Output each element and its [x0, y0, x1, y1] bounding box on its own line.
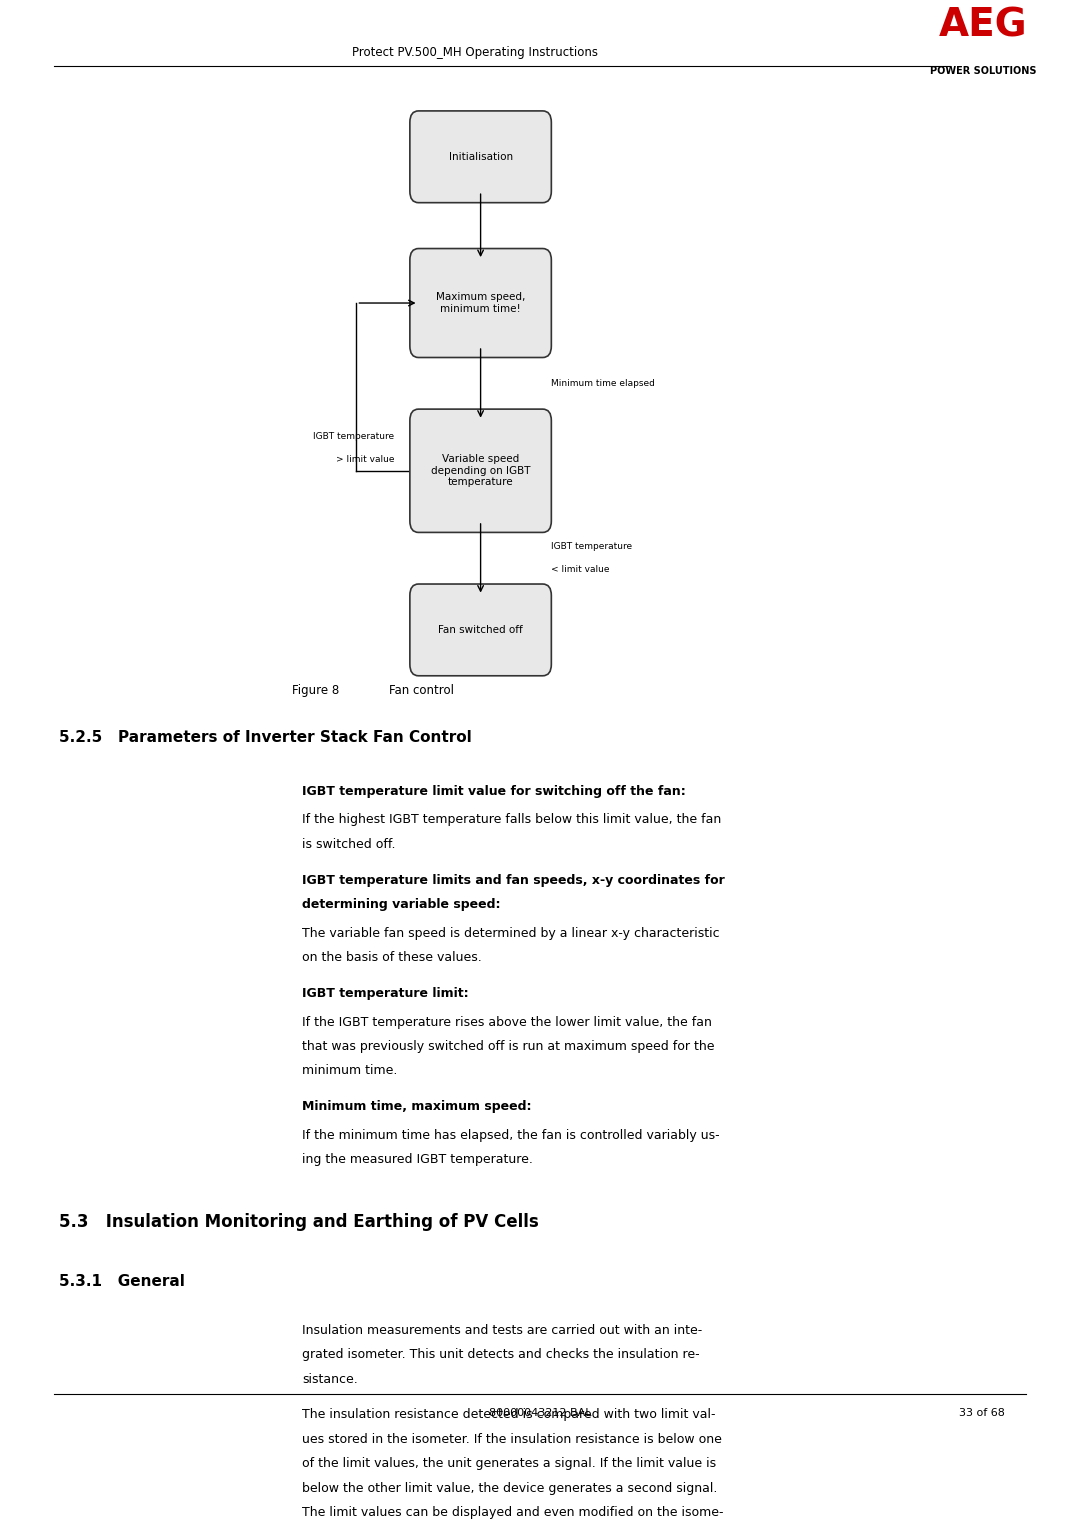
FancyBboxPatch shape [410, 111, 551, 203]
FancyBboxPatch shape [410, 583, 551, 676]
Text: 5.2.5   Parameters of Inverter Stack Fan Control: 5.2.5 Parameters of Inverter Stack Fan C… [59, 730, 472, 745]
Text: minimum time.: minimum time. [302, 1064, 397, 1078]
Text: Minimum time, maximum speed:: Minimum time, maximum speed: [302, 1099, 532, 1113]
Text: of the limit values, the unit generates a signal. If the limit value is: of the limit values, the unit generates … [302, 1457, 716, 1471]
Text: If the minimum time has elapsed, the fan is controlled variably us-: If the minimum time has elapsed, the fan… [302, 1128, 720, 1142]
Text: > limit value: > limit value [336, 455, 394, 464]
Text: Fan switched off: Fan switched off [438, 625, 523, 635]
FancyBboxPatch shape [410, 409, 551, 533]
FancyBboxPatch shape [410, 249, 551, 357]
Text: is switched off.: is switched off. [302, 838, 396, 851]
Text: that was previously switched off is run at maximum speed for the: that was previously switched off is run … [302, 1040, 715, 1054]
Text: AEG: AEG [939, 8, 1027, 44]
Text: IGBT temperature limits and fan speeds, x-y coordinates for: IGBT temperature limits and fan speeds, … [302, 873, 725, 887]
Text: determining variable speed:: determining variable speed: [302, 898, 501, 912]
Text: grated isometer. This unit detects and checks the insulation re-: grated isometer. This unit detects and c… [302, 1348, 700, 1361]
Text: POWER SOLUTIONS: POWER SOLUTIONS [930, 67, 1036, 76]
Text: 5.3.1   General: 5.3.1 General [59, 1274, 186, 1289]
Text: If the highest IGBT temperature falls below this limit value, the fan: If the highest IGBT temperature falls be… [302, 814, 721, 826]
Text: ues stored in the isometer. If the insulation resistance is below one: ues stored in the isometer. If the insul… [302, 1432, 723, 1446]
Text: Figure 8: Figure 8 [292, 684, 339, 698]
Text: 80000043212 BAL: 80000043212 BAL [489, 1408, 591, 1419]
Text: 5.3   Insulation Monitoring and Earthing of PV Cells: 5.3 Insulation Monitoring and Earthing o… [59, 1214, 539, 1231]
Text: IGBT temperature: IGBT temperature [313, 432, 394, 441]
Text: Variable speed
depending on IGBT
temperature: Variable speed depending on IGBT tempera… [431, 454, 530, 487]
Text: 33 of 68: 33 of 68 [959, 1408, 1004, 1419]
Text: < limit value: < limit value [551, 565, 609, 574]
Text: sistance.: sistance. [302, 1373, 359, 1385]
Text: The insulation resistance detected is compared with two limit val-: The insulation resistance detected is co… [302, 1408, 716, 1422]
Text: ing the measured IGBT temperature.: ing the measured IGBT temperature. [302, 1153, 534, 1167]
Text: Insulation measurements and tests are carried out with an inte-: Insulation measurements and tests are ca… [302, 1324, 703, 1336]
Text: Minimum time elapsed: Minimum time elapsed [551, 379, 654, 388]
Text: Protect PV.500_MH Operating Instructions: Protect PV.500_MH Operating Instructions [352, 46, 598, 60]
Text: The limit values can be displayed and even modified on the isome-: The limit values can be displayed and ev… [302, 1506, 724, 1519]
Text: on the basis of these values.: on the basis of these values. [302, 951, 482, 964]
Text: IGBT temperature: IGBT temperature [551, 542, 632, 551]
Text: Fan control: Fan control [389, 684, 454, 698]
Text: Initialisation: Initialisation [448, 151, 513, 162]
Text: The variable fan speed is determined by a linear x-y characteristic: The variable fan speed is determined by … [302, 927, 720, 939]
Text: IGBT temperature limit:: IGBT temperature limit: [302, 986, 469, 1000]
Text: IGBT temperature limit value for switching off the fan:: IGBT temperature limit value for switchi… [302, 785, 686, 797]
Text: below the other limit value, the device generates a second signal.: below the other limit value, the device … [302, 1481, 718, 1495]
Text: If the IGBT temperature rises above the lower limit value, the fan: If the IGBT temperature rises above the … [302, 1015, 713, 1029]
Text: Maximum speed,
minimum time!: Maximum speed, minimum time! [436, 292, 525, 315]
